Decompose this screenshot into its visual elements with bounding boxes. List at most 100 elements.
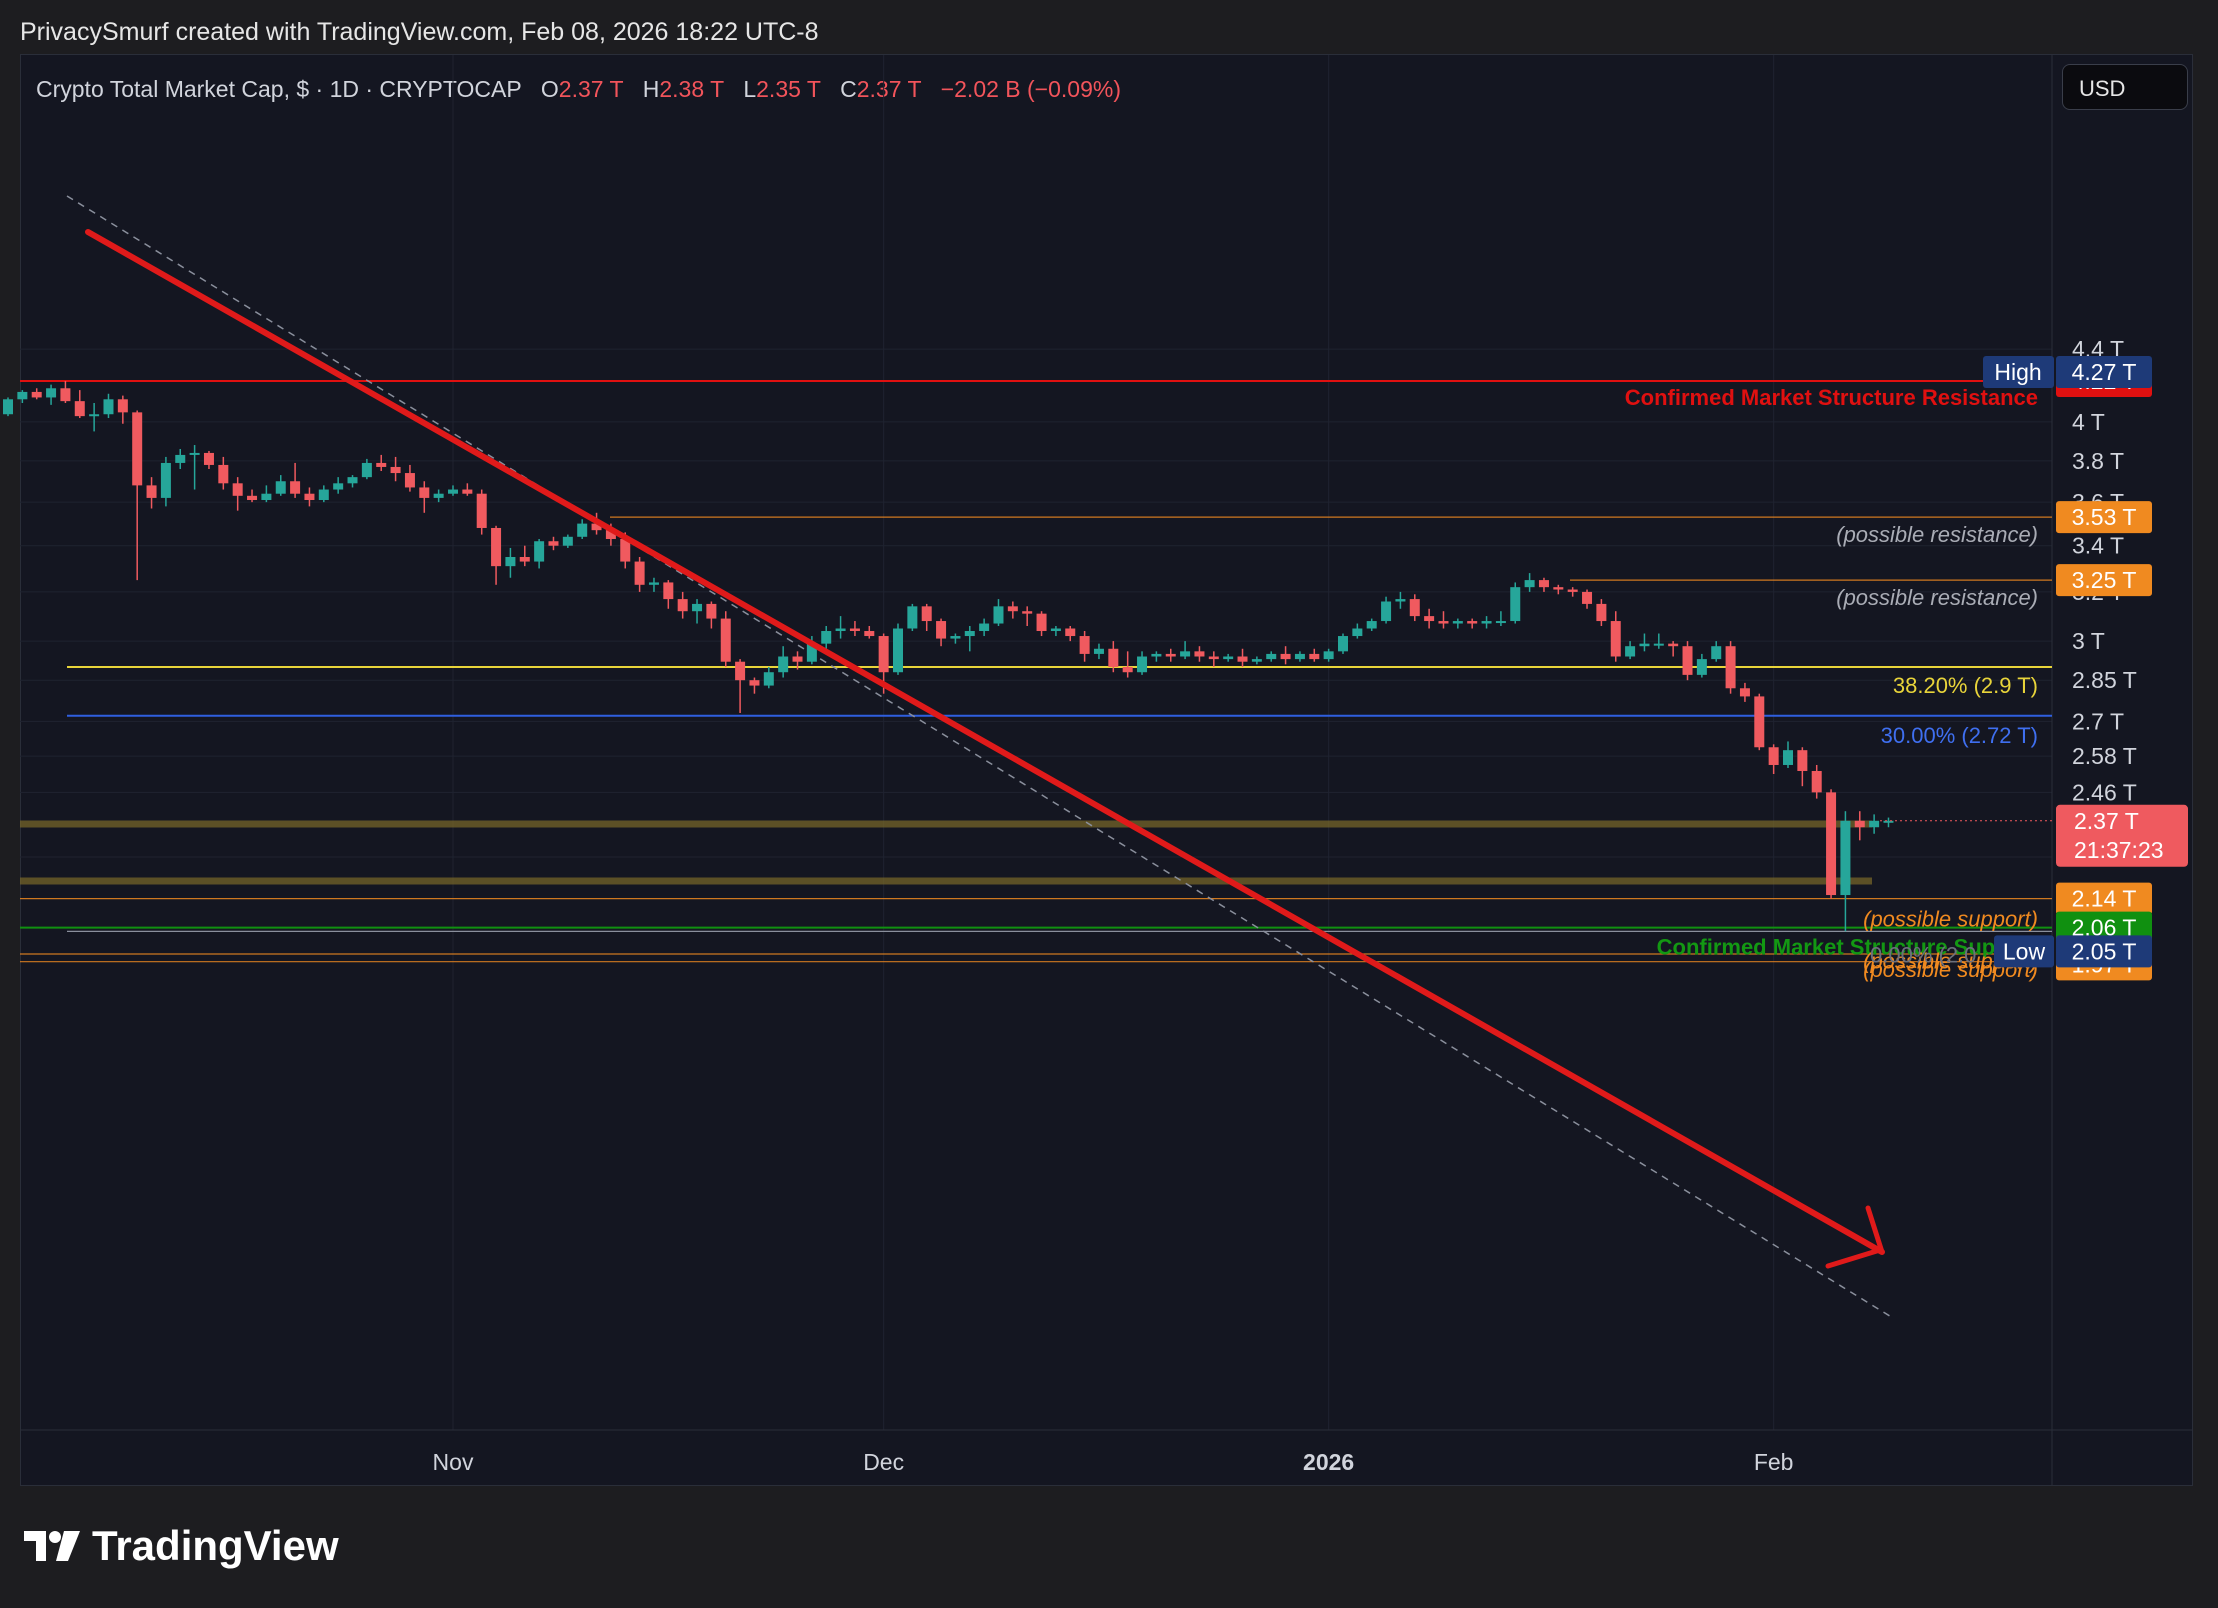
candle-body [1294, 653, 1305, 660]
high-marker-value-bg [2056, 356, 2152, 389]
candle-body [175, 454, 186, 463]
current-price-value: 2.37 T [2074, 808, 2139, 834]
level-label: 30.00% (2.72 T) [1881, 723, 2038, 748]
candle-body [117, 399, 128, 413]
tradingview-logo-text: TradingView [92, 1522, 339, 1569]
candle-body [792, 656, 803, 662]
candle-body [1481, 621, 1492, 624]
candle-body [1381, 601, 1392, 622]
currency-selector[interactable]: USD [2062, 64, 2188, 110]
y-tick-label: 3.8 T [2072, 448, 2124, 474]
candle-body [74, 401, 85, 417]
candle-body [921, 606, 932, 622]
candle-body [620, 539, 631, 562]
candle-body [1668, 643, 1679, 647]
x-tick-label: Feb [1754, 1449, 1794, 1475]
low-label: L [743, 76, 757, 102]
candle-body [1826, 792, 1837, 896]
candle-body [778, 656, 789, 673]
candle-body [806, 643, 817, 662]
candle-body [1696, 659, 1707, 675]
candle-body [720, 618, 731, 662]
candle-body [1768, 747, 1779, 765]
candle-body [1122, 666, 1133, 673]
candle-body [89, 414, 100, 417]
close-value: 2.37 T [856, 76, 922, 102]
chart-attribution: PrivacySmurf created with TradingView.co… [20, 18, 819, 46]
candle-body [677, 599, 688, 612]
candle-body [103, 399, 114, 415]
high-marker-value: 4.27 T [2072, 359, 2137, 385]
candle-body [1739, 688, 1750, 697]
candle-body [749, 680, 760, 686]
candle-body [1610, 621, 1621, 657]
candle-body [907, 606, 918, 629]
candle-body [476, 493, 487, 528]
candle-body [849, 628, 860, 632]
candle-body [1007, 606, 1018, 612]
symbol-legend: Crypto Total Market Cap, $ · 1D · CRYPTO… [36, 76, 1121, 103]
candle-body [1811, 770, 1822, 793]
candle-body [1050, 628, 1061, 632]
candle-body [1840, 820, 1851, 896]
candle-body [950, 636, 961, 639]
candle-body [1438, 621, 1449, 624]
candle-body [1582, 591, 1593, 604]
candle-body [763, 672, 774, 686]
candle-body [60, 388, 71, 402]
candle-body [548, 541, 559, 546]
candle-body [1553, 587, 1564, 590]
open-label: O [540, 76, 559, 102]
candle-body [1538, 580, 1549, 588]
candle-body [1223, 656, 1234, 660]
candle-body [835, 628, 846, 632]
candle-body [318, 489, 329, 501]
low-marker-value-bg [2056, 935, 2152, 968]
candle-body [146, 485, 157, 498]
candle-body [1194, 651, 1205, 657]
low-marker-label: Low [2003, 938, 2046, 964]
low-value: 2.35 T [756, 76, 821, 102]
candle-body [1883, 820, 1894, 823]
low-marker-bg [1994, 935, 2054, 968]
y-tick-label: 4 T [2072, 409, 2105, 435]
candle-body [1208, 656, 1219, 660]
current-price-tag-bg [2056, 804, 2188, 867]
candle-body [648, 582, 659, 585]
candle-body [419, 487, 430, 498]
price-tag-bg [2056, 564, 2152, 597]
candle-body [1409, 599, 1420, 617]
candle-body [1725, 646, 1736, 689]
open-value: 2.37 T [558, 76, 624, 102]
candle-body [433, 493, 444, 498]
candle-body [1869, 820, 1880, 828]
candle-body [218, 464, 229, 484]
candle-body [347, 477, 358, 484]
level-label: (possible support) [1863, 907, 2038, 932]
chart-pane[interactable] [20, 54, 2193, 1486]
candle-body [519, 556, 530, 562]
candle-body [390, 466, 401, 474]
price-tag: 3.25 T [2072, 567, 2137, 593]
symbol-name[interactable]: Crypto Total Market Cap, $ · 1D · CRYPTO… [36, 76, 522, 102]
y-tick-label: 2.58 T [2072, 743, 2137, 769]
level-label: 38.20% (2.9 T) [1893, 673, 2038, 698]
candle-body [304, 493, 315, 501]
candle-body [376, 462, 387, 467]
tradingview-logo[interactable]: TradingView [24, 1522, 339, 1570]
candle-body [333, 483, 344, 490]
dashed-trend-line [66, 195, 1894, 1319]
candle-body [31, 391, 42, 398]
candle-body [1237, 656, 1248, 662]
candle-body [605, 530, 616, 540]
candle-body [1323, 651, 1334, 660]
candle-body [1352, 628, 1363, 637]
candle-body [46, 388, 57, 398]
y-tick-label: 2.85 T [2072, 667, 2137, 693]
candle-body [936, 621, 947, 639]
candle-body [247, 495, 258, 501]
candle-body [1510, 587, 1521, 622]
candle-body [1151, 653, 1162, 657]
y-tick-label: 2.7 T [2072, 708, 2124, 734]
